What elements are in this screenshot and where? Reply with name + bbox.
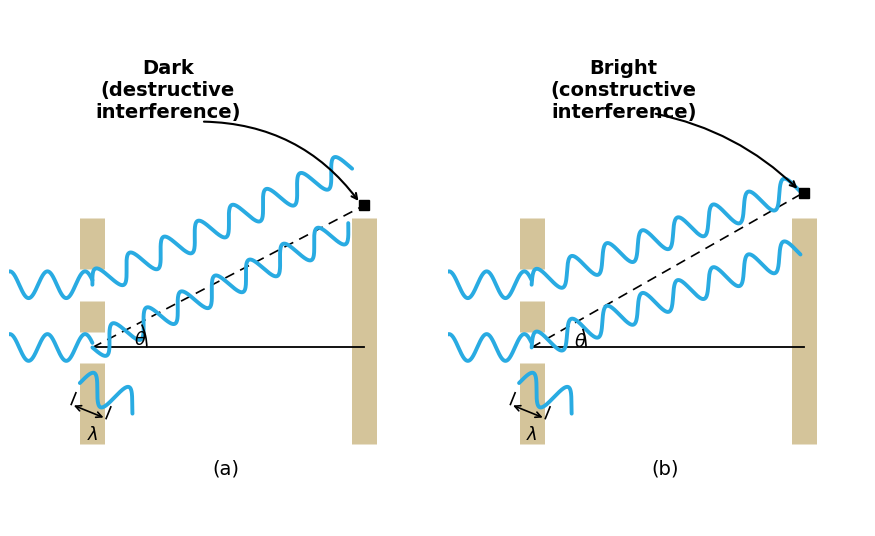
Text: λ: λ	[527, 426, 537, 444]
Text: λ: λ	[88, 426, 98, 444]
Text: θ: θ	[574, 333, 585, 351]
Text: θ: θ	[135, 331, 146, 349]
Text: Bright
(constructive
interference): Bright (constructive interference)	[550, 59, 696, 122]
Text: Dark
(destructive
interference): Dark (destructive interference)	[95, 59, 241, 122]
Text: (b): (b)	[652, 459, 679, 478]
Text: (a): (a)	[213, 459, 240, 478]
